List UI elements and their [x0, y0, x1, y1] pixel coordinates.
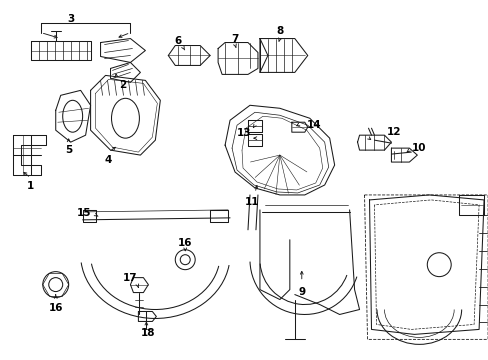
Text: 13: 13 — [236, 128, 251, 138]
Text: 9: 9 — [298, 287, 305, 297]
Text: 5: 5 — [65, 145, 72, 155]
Text: 16: 16 — [178, 238, 192, 248]
Text: 10: 10 — [411, 143, 426, 153]
Text: 2: 2 — [119, 80, 126, 90]
Text: 12: 12 — [386, 127, 401, 137]
Text: 16: 16 — [48, 302, 63, 312]
Text: 11: 11 — [244, 197, 259, 207]
Text: 14: 14 — [306, 120, 321, 130]
Text: 17: 17 — [123, 273, 138, 283]
Text: 3: 3 — [67, 14, 74, 24]
Text: 18: 18 — [141, 328, 155, 338]
Text: 4: 4 — [104, 155, 112, 165]
Text: 6: 6 — [174, 36, 182, 46]
Text: 15: 15 — [76, 208, 91, 218]
Text: 8: 8 — [276, 26, 283, 36]
Text: 1: 1 — [27, 181, 34, 191]
Text: 7: 7 — [231, 33, 238, 44]
